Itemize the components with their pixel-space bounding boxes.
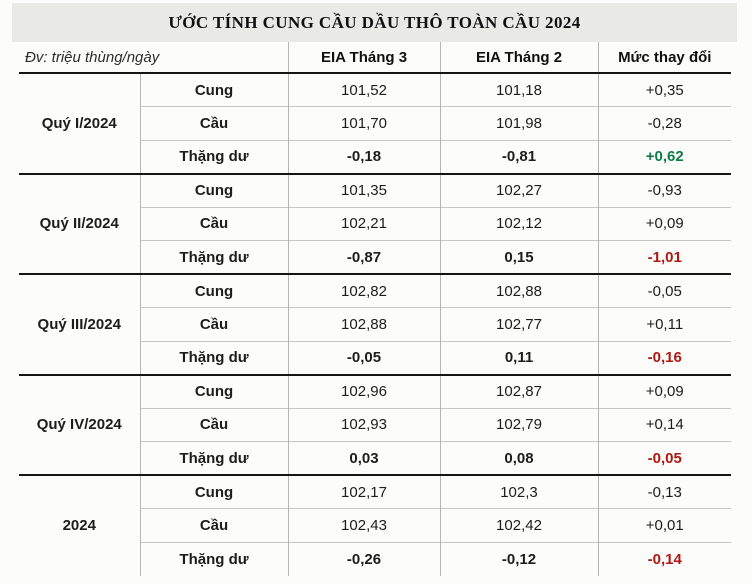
value-eia-feb: 101,18: [439, 72, 598, 107]
quarter-label: Quý IV/2024: [19, 373, 140, 475]
value-eia-mar: 102,17: [287, 474, 440, 509]
value-eia-feb: 102,87: [439, 373, 598, 408]
supply-demand-table: Đv: triệu thùng/ngày EIA Tháng 3 EIA Thá…: [19, 42, 731, 576]
col-header-eia-thang-3: EIA Tháng 3: [287, 42, 440, 74]
value-eia-feb: 102,3: [439, 474, 598, 509]
value-eia-feb: 0,11: [439, 340, 598, 375]
value-change: -0,16: [597, 340, 731, 375]
value-change: -0,05: [597, 441, 731, 475]
value-eia-mar: -0,26: [287, 541, 440, 576]
value-eia-feb: 102,12: [439, 206, 598, 241]
table-row: Cầu 102,93 102,79 +0,14: [19, 407, 731, 442]
value-eia-feb: 0,08: [439, 441, 598, 475]
value-eia-mar: 101,70: [287, 106, 440, 140]
table-row: Quý II/2024 Cung 101,35 102,27 -0,93: [19, 172, 731, 274]
row-label: Cầu: [139, 106, 288, 140]
value-eia-mar: 101,35: [287, 172, 440, 207]
value-eia-feb: 0,15: [439, 240, 598, 274]
value-eia-mar: 102,43: [287, 508, 440, 542]
value-change: -0,14: [597, 541, 731, 576]
title-band: ƯỚC TÍNH CUNG CẦU DẦU THÔ TOÀN CẦU 2024: [12, 3, 737, 42]
value-eia-mar: -0,05: [287, 340, 440, 375]
value-eia-feb: 102,79: [439, 407, 598, 442]
row-label: Cầu: [139, 206, 288, 241]
table-row: Cầu 101,70 101,98 -0,28: [19, 106, 731, 140]
row-label: Cung: [139, 474, 288, 509]
table-row: 2024 Cung 102,17 102,3 -0,13: [19, 474, 731, 576]
table-row: Thặng dư 0,03 0,08 -0,05: [19, 441, 731, 475]
table-row: Thặng dư -0,05 0,11 -0,16: [19, 340, 731, 375]
value-change: +0,11: [597, 307, 731, 341]
row-label: Thặng dư: [139, 139, 288, 174]
value-eia-mar: 102,93: [287, 407, 440, 442]
quarter-label: Quý III/2024: [19, 273, 140, 375]
page-title: ƯỚC TÍNH CUNG CẦU DẦU THÔ TOÀN CẦU 2024: [168, 12, 581, 32]
value-eia-mar: -0,87: [287, 240, 440, 274]
value-eia-mar: 0,03: [287, 441, 440, 475]
row-label: Cung: [139, 373, 288, 408]
value-change: +0,09: [597, 373, 731, 408]
quarter-label: 2024: [19, 474, 140, 576]
value-eia-mar: 102,21: [287, 206, 440, 241]
value-eia-mar: 101,52: [287, 72, 440, 107]
table-row: Thặng dư -0,18 -0,81 +0,62: [19, 139, 731, 174]
value-change: -1,01: [597, 240, 731, 274]
value-eia-feb: 101,98: [439, 106, 598, 140]
value-change: +0,14: [597, 407, 731, 442]
table-row: Cầu 102,43 102,42 +0,01: [19, 508, 731, 542]
header-row: Đv: triệu thùng/ngày EIA Tháng 3 EIA Thá…: [19, 42, 731, 74]
table-row: Thặng dư -0,87 0,15 -1,01: [19, 240, 731, 274]
table-row: Quý IV/2024 Cung 102,96 102,87 +0,09: [19, 373, 731, 475]
row-label: Thặng dư: [139, 240, 288, 274]
value-eia-feb: -0,12: [439, 541, 598, 576]
row-label: Cung: [139, 172, 288, 207]
row-label: Cầu: [139, 508, 288, 542]
quarter-label: Quý II/2024: [19, 172, 140, 274]
row-label: Thặng dư: [139, 340, 288, 375]
row-label: Cầu: [139, 307, 288, 341]
row-label: Cung: [139, 273, 288, 308]
table-row: Thặng dư -0,26 -0,12 -0,14: [19, 541, 731, 576]
value-eia-feb: 102,77: [439, 307, 598, 341]
value-change: -0,05: [597, 273, 731, 308]
value-eia-feb: 102,88: [439, 273, 598, 308]
value-eia-feb: 102,27: [439, 172, 598, 207]
table-row: Quý I/2024 Cung 101,52 101,18 +0,35: [19, 72, 731, 174]
col-header-muc-thay-doi: Mức thay đổi: [597, 42, 731, 74]
value-eia-feb: 102,42: [439, 508, 598, 542]
value-change: +0,09: [597, 206, 731, 241]
table-row: Cầu 102,88 102,77 +0,11: [19, 307, 731, 341]
value-eia-feb: -0,81: [439, 139, 598, 174]
value-change: -0,28: [597, 106, 731, 140]
row-label: Thặng dư: [139, 541, 288, 576]
value-eia-mar: 102,96: [287, 373, 440, 408]
value-eia-mar: -0,18: [287, 139, 440, 174]
value-change: -0,93: [597, 172, 731, 207]
value-change: +0,35: [597, 72, 731, 107]
value-change: -0,13: [597, 474, 731, 509]
row-label: Cung: [139, 72, 288, 107]
row-label: Cầu: [139, 407, 288, 442]
table-row: Cầu 102,21 102,12 +0,09: [19, 206, 731, 241]
value-change: +0,62: [597, 139, 731, 174]
value-eia-mar: 102,82: [287, 273, 440, 308]
value-eia-mar: 102,88: [287, 307, 440, 341]
value-change: +0,01: [597, 508, 731, 542]
quarter-label: Quý I/2024: [19, 72, 140, 174]
row-label: Thặng dư: [139, 441, 288, 475]
col-header-eia-thang-2: EIA Tháng 2: [439, 42, 598, 74]
table-row: Quý III/2024 Cung 102,82 102,88 -0,05: [19, 273, 731, 375]
unit-note: Đv: triệu thùng/ngày: [19, 42, 288, 74]
